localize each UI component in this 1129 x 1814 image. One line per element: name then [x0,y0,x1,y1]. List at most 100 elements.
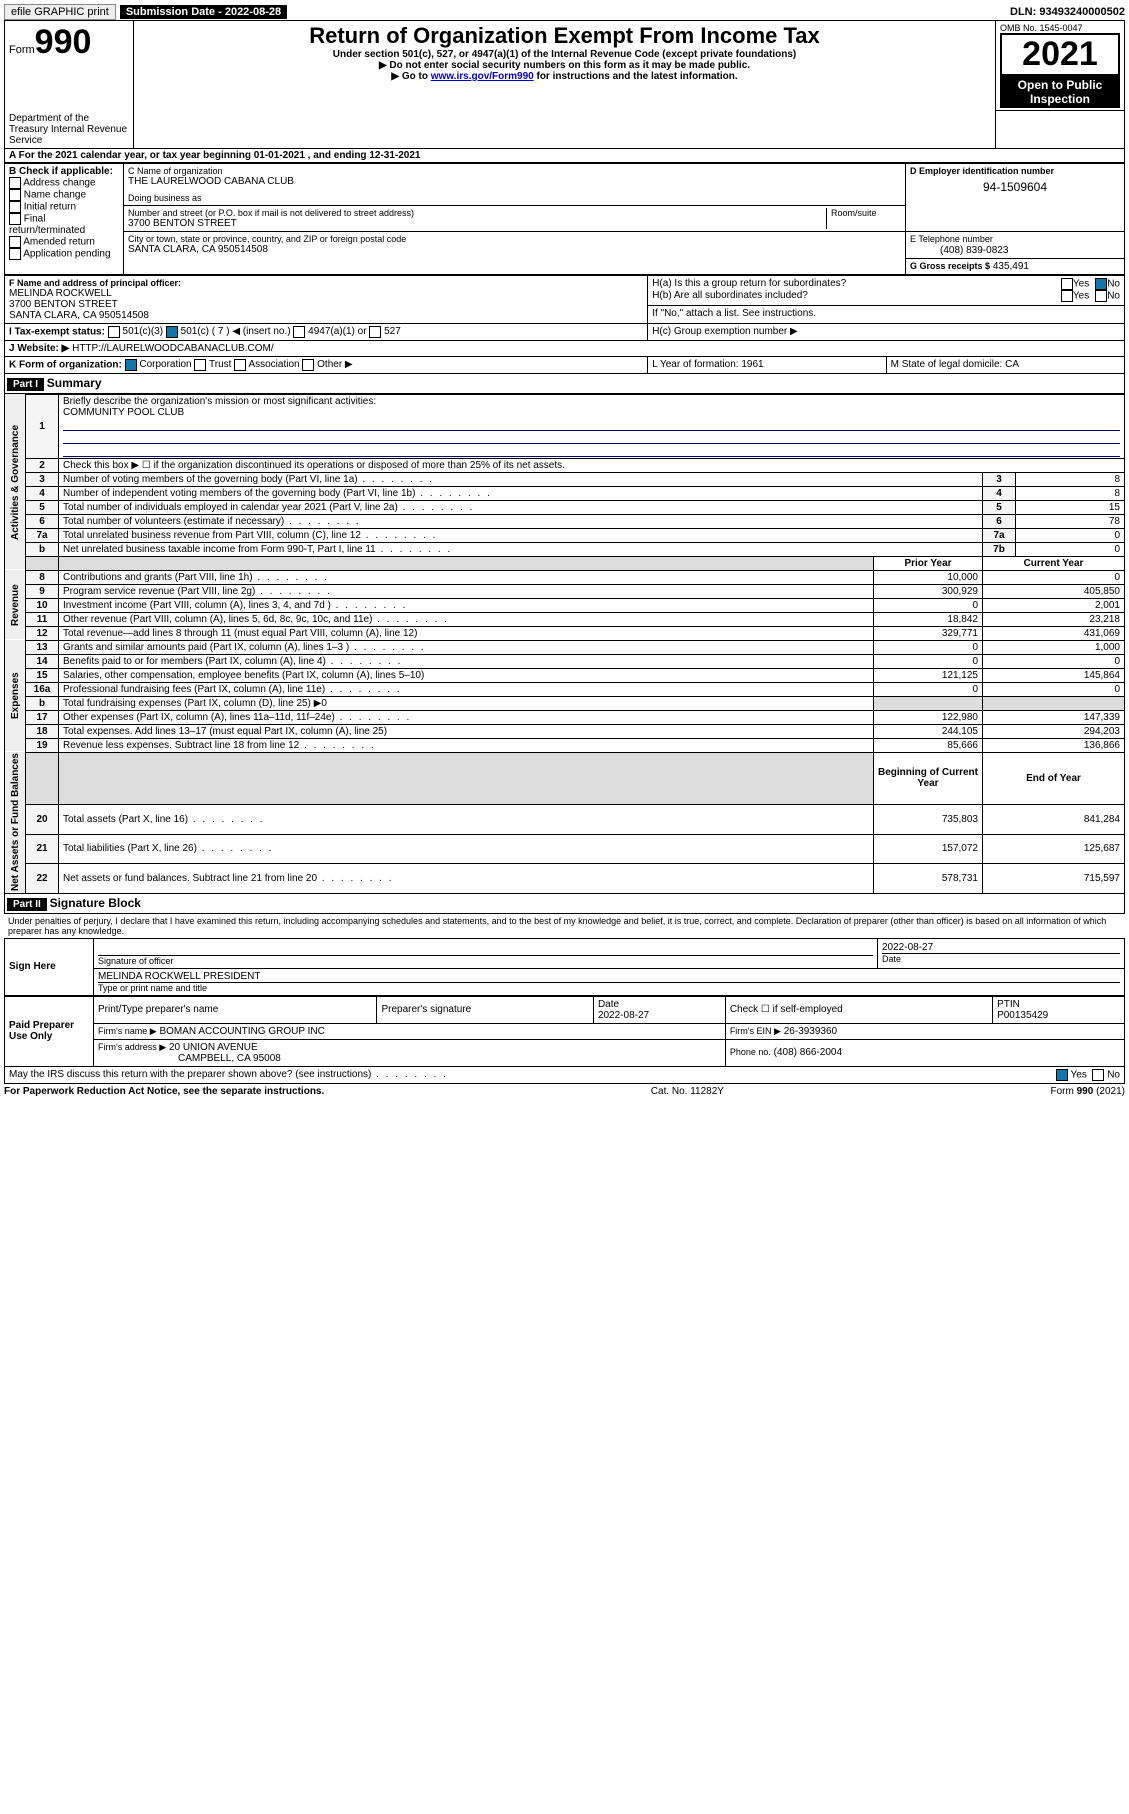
vlabel-exp: Expenses [5,640,26,752]
q2: Check this box ▶ ☐ if the organization d… [59,458,1125,472]
firm-addr: 20 UNION AVENUE [169,1042,258,1053]
firm-city: CAMPBELL, CA 95008 [98,1053,281,1064]
phone: (408) 839-0823 [910,245,1008,256]
row21: Total liabilities (Part X, line 26) [59,834,874,863]
b-opt-pending[interactable]: Application pending [9,248,119,260]
row7b: Net unrelated business taxable income fr… [59,542,983,556]
ptin: P00135429 [997,1010,1048,1021]
k-trust[interactable]: Trust [194,359,231,370]
row19: Revenue less expenses. Subtract line 18 … [59,738,874,752]
b-opt-final[interactable]: Final return/terminated [9,213,119,236]
top-bar: efile GRAPHIC print Submission Date - 20… [4,4,1125,20]
dln: DLN: 93493240000502 [1010,6,1125,18]
row22: Net assets or fund balances. Subtract li… [59,864,874,894]
e-lbl: E Telephone number [910,234,993,244]
row20: Total assets (Part X, line 16) [59,805,874,834]
part2-bar: Part II [7,898,47,911]
c-city-lbl: City or town, state or province, country… [128,234,901,244]
row10: Investment income (Part VIII, column (A)… [59,598,874,612]
row11: Other revenue (Part VIII, column (A), li… [59,612,874,626]
i-527[interactable]: 527 [369,326,400,337]
prep-sig-lbl: Preparer's signature [377,996,593,1023]
hdr-end: End of Year [983,752,1125,805]
part1-title: Summary [47,376,102,390]
ha-no[interactable]: No [1095,278,1120,290]
k-lbl: K Form of organization: [9,359,122,370]
k-assoc[interactable]: Association [234,359,299,370]
row3: Number of voting members of the governin… [59,472,983,486]
i-501c3[interactable]: 501(c)(3) [108,326,163,337]
firm-phone: (408) 866-2004 [774,1047,842,1058]
note2-post: for instructions and the latest informat… [534,71,738,82]
row9: Program service revenue (Part VIII, line… [59,584,874,598]
irs-q: May the IRS discuss this return with the… [9,1069,1056,1080]
i-501c[interactable]: 501(c) ( 7 ) ◀ (insert no.) [166,326,291,337]
footer-left: For Paperwork Reduction Act Notice, see … [4,1086,324,1097]
form-note2: ▶ Go to www.irs.gov/Form990 for instruct… [138,71,991,82]
hb-no[interactable]: No [1095,290,1120,302]
vlabel-ag: Activities & Governance [5,394,26,570]
m-state: M State of legal domicile: CA [886,356,1124,373]
b-opt-name[interactable]: Name change [9,189,119,201]
l-year: L Year of formation: 1961 [648,356,886,373]
irs-link[interactable]: www.irs.gov/Form990 [431,71,534,82]
c-street-lbl: Number and street (or P.O. box if mail i… [128,208,826,218]
part2-header: Part II Signature Block [4,894,1125,914]
open-public: Open to Public Inspection [1000,76,1120,108]
row18: Total expenses. Add lines 13–17 (must eq… [59,724,874,738]
self-emp[interactable]: Check ☐ if self-employed [725,996,992,1023]
c-name-lbl: C Name of organization [128,166,901,176]
gross-receipts: 435,491 [993,261,1029,272]
footer-right: Form 990 (2021) [1051,1086,1125,1097]
ha-yes[interactable]: Yes [1061,278,1089,290]
firm-name: BOMAN ACCOUNTING GROUP INC [159,1026,324,1037]
ptin-lbl: PTIN [997,999,1020,1010]
irs-yes[interactable]: Yes [1056,1069,1087,1081]
part1-bar: Part I [7,378,44,391]
c-dba-lbl: Doing business as [128,193,901,203]
irs-discuss: May the IRS discuss this return with the… [4,1067,1125,1084]
hc-lbl: H(c) Group exemption number ▶ [648,323,1125,340]
b-opt-address[interactable]: Address change [9,177,119,189]
vlabel-na: Net Assets or Fund Balances [5,752,26,893]
footer-mid: Cat. No. 11282Y [651,1086,724,1097]
j-lbl: J Website: ▶ [9,343,69,354]
row8: Contributions and grants (Part VIII, lin… [59,570,874,584]
firm-ein-lbl: Firm's EIN ▶ [730,1026,781,1036]
q1-val: COMMUNITY POOL CLUB [63,407,184,418]
footer: For Paperwork Reduction Act Notice, see … [4,1084,1125,1097]
hdr-current: Current Year [983,556,1125,570]
row17: Other expenses (Part IX, column (A), lin… [59,710,874,724]
form-title: Return of Organization Exempt From Incom… [138,23,991,49]
efile-button[interactable]: efile GRAPHIC print [4,4,116,20]
prep-date: 2022-08-27 [598,1010,649,1021]
hb-lbl: H(b) Are all subordinates included? [652,290,1055,301]
d-lbl: D Employer identification number [910,166,1120,176]
i-4947[interactable]: 4947(a)(1) or [293,326,366,337]
b-opt-amended[interactable]: Amended return [9,236,119,248]
tax-year: 2021 [1000,33,1120,76]
row12: Total revenue—add lines 8 through 11 (mu… [59,626,874,640]
row5: Total number of individuals employed in … [59,500,983,514]
k-other[interactable]: Other ▶ [302,359,352,370]
hb-yes[interactable]: Yes [1061,290,1089,302]
c-room-lbl: Room/suite [831,208,901,218]
part1-header: Part I Summary [4,374,1125,394]
ein: 94-1509604 [910,176,1120,198]
hb-note: If "No," attach a list. See instructions… [648,306,1125,323]
firm-addr-lbl: Firm's address ▶ [98,1042,166,1052]
b-label: B Check if applicable: [9,166,119,177]
sign-here: Sign Here [5,938,94,995]
b-opt-initial[interactable]: Initial return [9,201,119,213]
row15: Salaries, other compensation, employee b… [59,668,874,682]
irs-no[interactable]: No [1092,1069,1120,1081]
entity-block: B Check if applicable: Address change Na… [4,163,1125,275]
row6: Total number of volunteers (estimate if … [59,514,983,528]
omb: OMB No. 1545-0047 [1000,23,1120,33]
line-a: A For the 2021 calendar year, or tax yea… [4,149,1125,163]
k-corp[interactable]: Corporation [125,359,192,370]
website[interactable]: HTTP://LAURELWOODCABANACLUB.COM/ [72,343,274,354]
firm-phone-lbl: Phone no. [730,1047,771,1057]
sign-here-table: Sign Here Signature of officer 2022-08-2… [4,938,1125,996]
form-subtitle: Under section 501(c), 527, or 4947(a)(1)… [138,49,991,60]
